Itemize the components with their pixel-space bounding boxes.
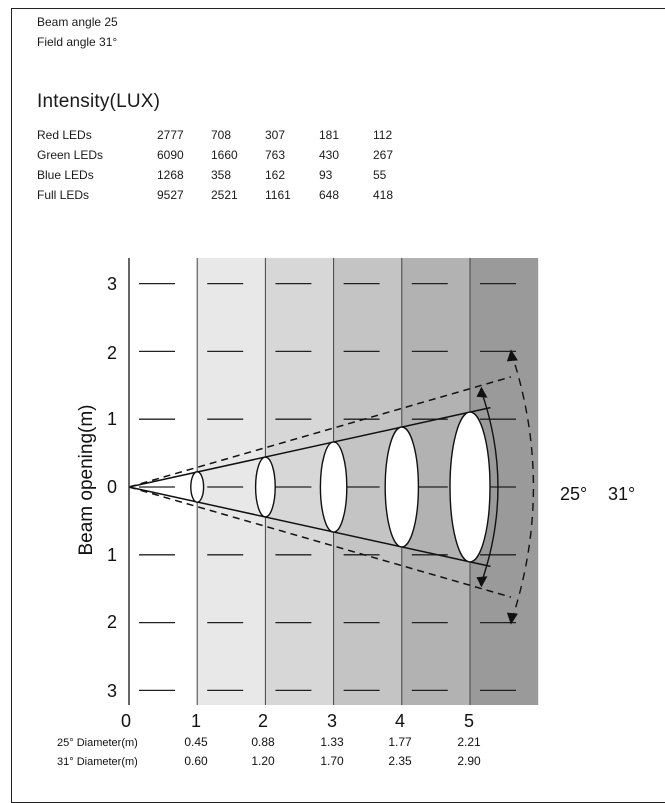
- beam-cross-section: [384, 426, 420, 548]
- row-label: Full LEDs: [37, 188, 90, 202]
- table-cell: 418: [373, 188, 394, 202]
- table-cell: 1161: [265, 188, 291, 202]
- y-tick-label: 0: [107, 477, 117, 497]
- table-row: Full LEDs 9527 2521 1161 648 418: [37, 185, 427, 205]
- diameter-value: 0.45: [184, 735, 208, 749]
- diameter-value: 2.35: [388, 754, 412, 768]
- table-row: Blue LEDs 1268 358 162 93 55: [37, 165, 427, 185]
- row-label: Blue LEDs: [37, 168, 94, 182]
- table-cell: 6090: [157, 148, 184, 162]
- table-row: Red LEDs 2777 708 307 181 112: [37, 125, 427, 145]
- beam-cross-section: [449, 411, 491, 563]
- x-tick-label: 5: [464, 711, 474, 731]
- diameter-value: 1.70: [320, 754, 344, 768]
- table-cell: 112: [373, 128, 393, 142]
- x-tick-label: 4: [395, 711, 405, 731]
- table-cell: 1660: [211, 148, 238, 162]
- y-tick-label: 2: [107, 612, 117, 632]
- table-cell: 181: [319, 128, 340, 142]
- diameter-value: 1.77: [388, 735, 412, 749]
- y-tick-label: 2: [107, 343, 117, 363]
- table-cell: 2777: [157, 128, 184, 142]
- table-cell: 430: [319, 148, 340, 162]
- beam-cross-section: [254, 456, 276, 518]
- row-label: Green LEDs: [37, 148, 104, 162]
- field-edge-lower: [128, 486, 512, 598]
- table-row: Green LEDs 6090 1660 763 430 267: [37, 145, 427, 165]
- table-cell: 162: [265, 168, 286, 182]
- beam-cross-section: [190, 471, 205, 503]
- table-cell: 267: [373, 148, 394, 162]
- diameter-value: 0.88: [251, 735, 275, 749]
- diameter-value: 0.60: [184, 754, 208, 768]
- field-angle-text: Field angle 31°: [37, 35, 118, 49]
- row-label: Red LEDs: [37, 128, 92, 142]
- table-cell: 763: [265, 148, 286, 162]
- intensity-table: Red LEDs 2777 708 307 181 112 Green LEDs…: [37, 125, 427, 205]
- x-tick-label: 0: [121, 711, 131, 731]
- x-tick-label: 2: [258, 711, 268, 731]
- table-cell: 358: [211, 168, 232, 182]
- diameter-row-label: 31° Diameter(m): [57, 756, 138, 768]
- x-tick-label: 1: [191, 711, 201, 731]
- table-cell: 708: [211, 128, 232, 142]
- beam-edge-upper: [128, 406, 491, 488]
- table-cell: 1268: [157, 168, 184, 182]
- diameter-value: 2.21: [457, 735, 481, 749]
- diameter-row-label: 25° Diameter(m): [57, 737, 138, 749]
- arrowhead-icon: [506, 612, 518, 625]
- diameter-value: 2.90: [457, 754, 481, 768]
- table-cell: 9527: [157, 188, 184, 202]
- table-cell: 2521: [211, 188, 238, 202]
- beam-cross-section: [319, 441, 348, 533]
- y-axis-label: Beam opening(m): [76, 404, 97, 555]
- beam-edge-lower: [128, 486, 491, 568]
- table-cell: 93: [319, 168, 333, 182]
- intensity-title: Intensity(LUX): [37, 91, 161, 112]
- y-tick-label: 1: [107, 545, 117, 565]
- y-tick-label: 1: [107, 409, 117, 429]
- beam-angle-label: 25°: [560, 484, 587, 504]
- field-edge-upper: [128, 376, 512, 488]
- table-cell: 307: [265, 128, 286, 142]
- x-tick-label: 3: [327, 711, 337, 731]
- arrowhead-icon: [506, 349, 518, 362]
- table-cell: 55: [373, 168, 387, 182]
- table-cell: 648: [319, 188, 340, 202]
- distance-band: [197, 258, 266, 705]
- y-tick-label: 3: [107, 681, 117, 701]
- y-tick-label: 3: [107, 274, 117, 294]
- diameter-value: 1.33: [320, 735, 344, 749]
- field-angle-label: 31°: [608, 484, 635, 504]
- beam-angle-arc: [479, 388, 499, 586]
- field-angle-arc: [510, 351, 535, 623]
- arrowhead-icon: [476, 576, 488, 588]
- arrowhead-icon: [476, 386, 488, 398]
- beam-angle-text: Beam angle 25: [37, 15, 118, 29]
- diameter-value: 1.20: [251, 754, 275, 768]
